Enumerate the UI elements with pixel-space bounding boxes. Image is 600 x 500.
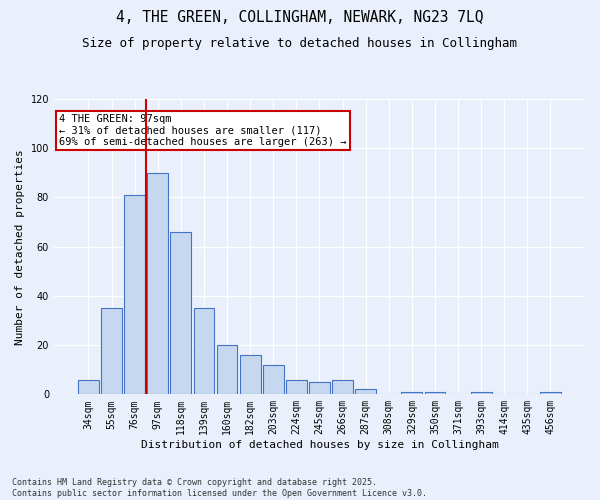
Bar (148, 173, 168, 394)
Bar (170, 232, 191, 394)
Bar (540, 392, 561, 394)
Text: Contains HM Land Registry data © Crown copyright and database right 2025.
Contai: Contains HM Land Registry data © Crown c… (12, 478, 427, 498)
Bar (240, 355, 260, 395)
X-axis label: Distribution of detached houses by size in Collingham: Distribution of detached houses by size … (140, 440, 499, 450)
Bar (124, 195, 145, 394)
Text: Size of property relative to detached houses in Collingham: Size of property relative to detached ho… (83, 38, 517, 51)
Text: 4, THE GREEN, COLLINGHAM, NEWARK, NG23 7LQ: 4, THE GREEN, COLLINGHAM, NEWARK, NG23 7… (116, 10, 484, 25)
Bar (286, 380, 307, 394)
Bar (217, 345, 238, 395)
Bar (309, 382, 330, 394)
Bar (355, 390, 376, 394)
Bar (101, 308, 122, 394)
Y-axis label: Number of detached properties: Number of detached properties (15, 149, 25, 344)
Text: 4 THE GREEN: 97sqm
← 31% of detached houses are smaller (117)
69% of semi-detach: 4 THE GREEN: 97sqm ← 31% of detached hou… (59, 114, 347, 147)
Bar (425, 392, 445, 394)
Bar (401, 392, 422, 394)
Bar (471, 392, 491, 394)
Bar (78, 380, 99, 394)
Bar (263, 365, 284, 394)
Bar (332, 380, 353, 394)
Bar (194, 308, 214, 394)
